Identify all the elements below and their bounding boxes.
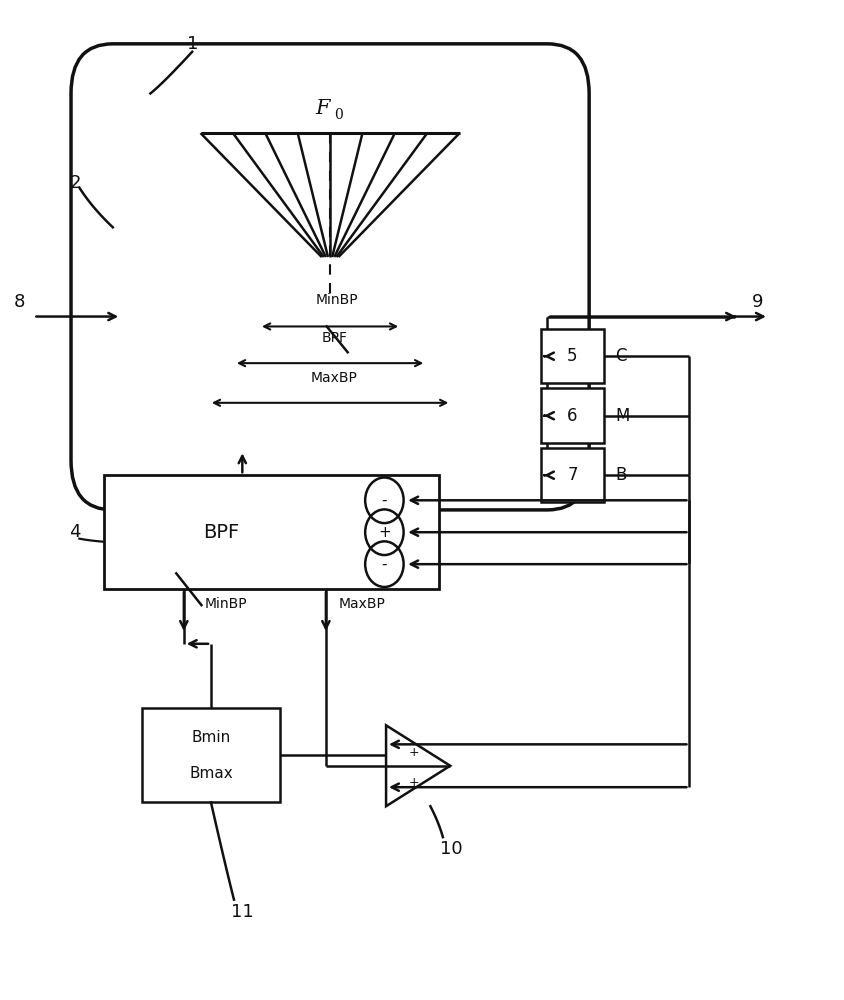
Text: BPF: BPF (322, 331, 347, 345)
Text: +: + (408, 746, 419, 759)
Text: 11: 11 (231, 903, 254, 921)
Text: C: C (615, 347, 627, 365)
Text: 4: 4 (69, 523, 81, 541)
FancyBboxPatch shape (541, 329, 603, 383)
Text: 8: 8 (14, 293, 25, 311)
Text: -: - (381, 493, 387, 508)
Text: MaxBP: MaxBP (311, 371, 358, 385)
Text: 10: 10 (440, 840, 463, 858)
Text: -: - (381, 557, 387, 572)
Text: BPF: BPF (203, 523, 240, 542)
Text: M: M (615, 407, 630, 425)
Text: 2: 2 (69, 174, 81, 192)
Text: +: + (408, 776, 419, 789)
Text: 7: 7 (567, 466, 577, 484)
Text: Bmin: Bmin (192, 730, 230, 745)
FancyBboxPatch shape (105, 475, 439, 589)
Text: 5: 5 (567, 347, 577, 365)
FancyBboxPatch shape (142, 708, 280, 802)
FancyBboxPatch shape (71, 44, 589, 510)
Text: MaxBP: MaxBP (338, 597, 386, 611)
Text: Bmax: Bmax (189, 766, 233, 781)
Text: 0: 0 (334, 108, 343, 122)
Text: +: + (378, 525, 391, 540)
Text: 6: 6 (567, 407, 577, 425)
Text: 1: 1 (187, 35, 197, 53)
Text: 9: 9 (752, 293, 764, 311)
FancyBboxPatch shape (541, 388, 603, 443)
Text: MinBP: MinBP (205, 597, 247, 611)
Text: B: B (615, 466, 627, 484)
FancyBboxPatch shape (541, 448, 603, 502)
Text: MinBP: MinBP (316, 293, 358, 307)
Text: F: F (316, 99, 330, 118)
